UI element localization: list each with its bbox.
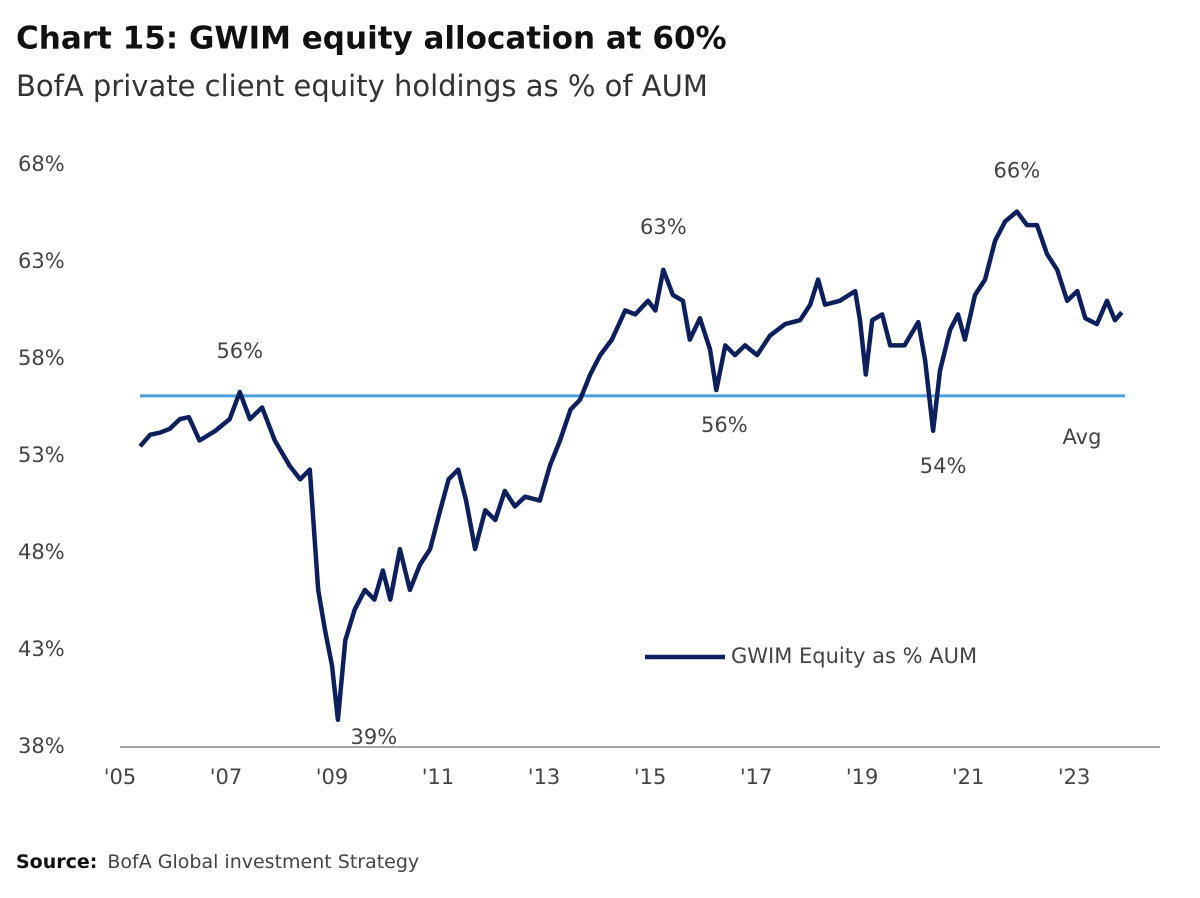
annotation: 56%	[216, 339, 263, 363]
y-tick-label: 58%	[18, 346, 65, 370]
annotation: 56%	[701, 413, 748, 437]
x-tick-label: '23	[1058, 765, 1091, 789]
y-tick-label: 38%	[18, 734, 65, 758]
y-tick-label: 53%	[18, 443, 65, 467]
source-text: BofA Global investment Strategy	[107, 851, 419, 873]
x-tick-label: '07	[210, 765, 243, 789]
y-tick-label: 43%	[18, 637, 65, 661]
legend-label: GWIM Equity as % AUM	[731, 644, 977, 668]
chart-title: Chart 15: GWIM equity allocation at 60%	[16, 21, 727, 57]
source: Source: BofA Global investment Strategy	[16, 851, 419, 873]
annotation: 39%	[351, 725, 398, 749]
chart-subtitle: BofA private client equity holdings as %…	[16, 69, 708, 103]
average-label: Avg	[1063, 425, 1102, 449]
source-label: Source:	[16, 851, 97, 873]
x-tick-label: '15	[634, 765, 667, 789]
x-tick-label: '09	[316, 765, 349, 789]
y-tick-label: 68%	[18, 152, 65, 176]
x-tick-label: '13	[528, 765, 561, 789]
x-tick-label: '05	[104, 765, 137, 789]
y-tick-label: 63%	[18, 249, 65, 273]
x-tick-label: '17	[740, 765, 773, 789]
annotation: 63%	[640, 215, 687, 239]
x-tick-label: '19	[846, 765, 879, 789]
x-tick-label: '11	[422, 765, 455, 789]
data-line	[138, 209, 1124, 723]
annotation: 66%	[994, 159, 1041, 183]
y-tick-label: 48%	[18, 540, 65, 564]
annotation: 54%	[920, 454, 967, 478]
x-tick-label: '21	[952, 765, 985, 789]
